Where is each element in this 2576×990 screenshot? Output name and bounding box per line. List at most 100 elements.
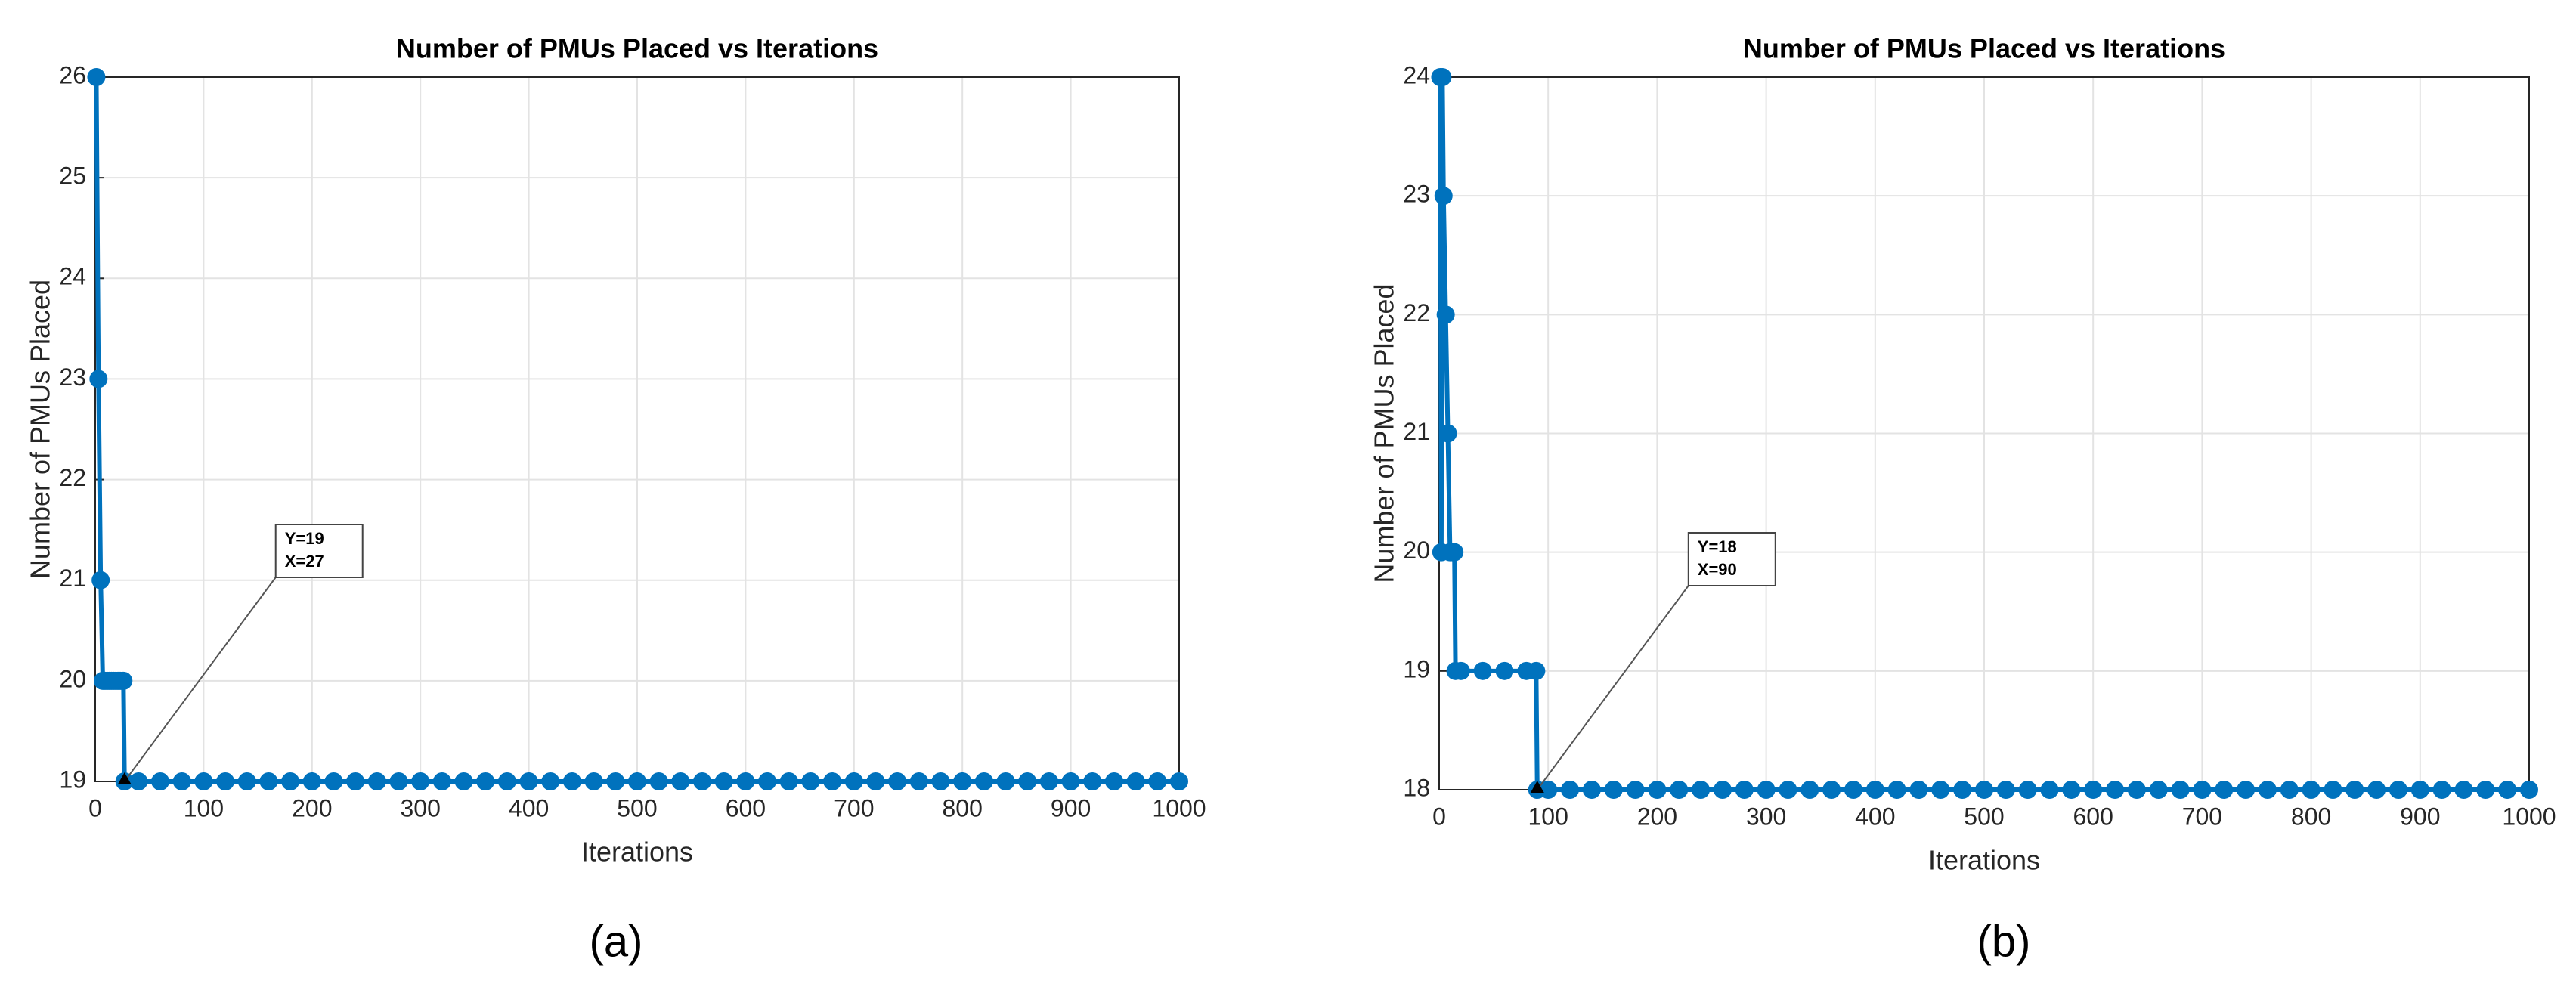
data-marker bbox=[1495, 661, 1514, 680]
data-marker bbox=[281, 772, 300, 790]
data-marker bbox=[1713, 781, 1732, 799]
data-marker bbox=[2018, 781, 2037, 799]
data-marker bbox=[2237, 781, 2256, 799]
data-marker bbox=[1670, 781, 1689, 799]
data-marker bbox=[1170, 772, 1188, 790]
data-marker bbox=[2215, 781, 2234, 799]
data-marker bbox=[584, 772, 603, 790]
y-tick-label: 22 bbox=[59, 464, 86, 491]
data-marker bbox=[1083, 772, 1102, 790]
y-tick-label: 24 bbox=[1403, 61, 1430, 88]
data-marker bbox=[779, 772, 798, 790]
data-marker bbox=[2324, 781, 2342, 799]
data-marker bbox=[367, 772, 386, 790]
data-marker bbox=[909, 772, 928, 790]
data-marker bbox=[823, 772, 842, 790]
data-marker bbox=[1604, 781, 1623, 799]
data-marker bbox=[2367, 781, 2386, 799]
x-tick-label: 500 bbox=[1964, 803, 2004, 830]
annotation-box bbox=[1687, 532, 1776, 586]
y-tick-label: 22 bbox=[1403, 299, 1430, 326]
x-tick-label: 600 bbox=[726, 794, 766, 821]
data-marker bbox=[1438, 424, 1457, 443]
annotation-text: Y=18 bbox=[1698, 537, 1737, 556]
x-axis-label: Iterations bbox=[581, 837, 693, 868]
data-marker bbox=[974, 772, 993, 790]
data-marker bbox=[497, 772, 516, 790]
data-marker bbox=[259, 772, 278, 790]
data-marker bbox=[2498, 781, 2517, 799]
x-tick-label: 800 bbox=[943, 794, 983, 821]
data-marker bbox=[151, 772, 170, 790]
data-marker bbox=[2280, 781, 2299, 799]
data-marker bbox=[1779, 781, 1797, 799]
y-tick-label: 26 bbox=[59, 61, 86, 88]
data-marker bbox=[1582, 781, 1601, 799]
data-marker bbox=[237, 772, 256, 790]
x-tick-label: 1000 bbox=[2502, 803, 2556, 830]
data-marker bbox=[2345, 781, 2364, 799]
data-marker bbox=[1148, 772, 1167, 790]
data-marker bbox=[1433, 68, 1452, 86]
data-marker bbox=[2302, 781, 2321, 799]
data-marker bbox=[1527, 661, 1546, 680]
y-axis-label: Number of PMUs Placed bbox=[25, 280, 56, 579]
data-marker bbox=[888, 772, 907, 790]
annotation-point bbox=[1530, 781, 1544, 793]
data-marker bbox=[1648, 781, 1667, 799]
data-marker bbox=[1626, 781, 1645, 799]
data-marker bbox=[1800, 781, 1819, 799]
caption: (a) bbox=[590, 917, 643, 966]
data-marker bbox=[1931, 781, 1950, 799]
data-marker bbox=[411, 772, 430, 790]
x-tick-label: 400 bbox=[1855, 803, 1895, 830]
caption: (b) bbox=[1977, 917, 2031, 966]
data-marker bbox=[2062, 781, 2081, 799]
data-marker bbox=[1757, 781, 1776, 799]
x-tick-label: 100 bbox=[184, 794, 224, 821]
annotation-leader bbox=[1536, 585, 1689, 790]
data-marker bbox=[562, 772, 581, 790]
data-marker bbox=[606, 772, 625, 790]
y-tick-label: 20 bbox=[59, 665, 86, 692]
annotation-point bbox=[117, 772, 132, 784]
data-marker bbox=[2106, 781, 2125, 799]
data-marker bbox=[2432, 781, 2451, 799]
data-marker bbox=[1692, 781, 1711, 799]
data-marker bbox=[114, 671, 133, 690]
data-marker bbox=[1735, 781, 1754, 799]
data-marker bbox=[1061, 772, 1080, 790]
data-marker bbox=[1975, 781, 1993, 799]
x-tick-label: 700 bbox=[834, 794, 874, 821]
annotation-box bbox=[274, 524, 364, 578]
x-tick-label: 300 bbox=[1746, 803, 1786, 830]
x-tick-label: 700 bbox=[2182, 803, 2222, 830]
data-marker bbox=[1126, 772, 1145, 790]
data-marker bbox=[91, 571, 110, 589]
annotation-text: X=90 bbox=[1698, 560, 1737, 579]
data-marker bbox=[2410, 781, 2429, 799]
data-marker bbox=[844, 772, 863, 790]
x-tick-label: 800 bbox=[2291, 803, 2331, 830]
data-marker bbox=[1436, 305, 1455, 324]
data-marker bbox=[1953, 781, 1972, 799]
data-marker bbox=[216, 772, 235, 790]
y-tick-label: 25 bbox=[59, 162, 86, 190]
data-marker bbox=[519, 772, 538, 790]
x-tick-label: 200 bbox=[1637, 803, 1677, 830]
data-marker bbox=[87, 68, 106, 86]
data-marker bbox=[1445, 543, 1464, 562]
x-tick-label: 0 bbox=[1432, 803, 1446, 830]
y-tick-label: 24 bbox=[59, 263, 86, 290]
data-marker bbox=[2040, 781, 2059, 799]
y-tick-label: 18 bbox=[1403, 774, 1430, 801]
y-tick-label: 21 bbox=[1403, 418, 1430, 445]
data-marker bbox=[476, 772, 495, 790]
data-marker bbox=[1539, 781, 1558, 799]
data-marker bbox=[996, 772, 1015, 790]
data-marker bbox=[1844, 781, 1862, 799]
data-marker bbox=[2389, 781, 2407, 799]
data-marker bbox=[541, 772, 560, 790]
y-tick-label: 19 bbox=[1403, 655, 1430, 682]
